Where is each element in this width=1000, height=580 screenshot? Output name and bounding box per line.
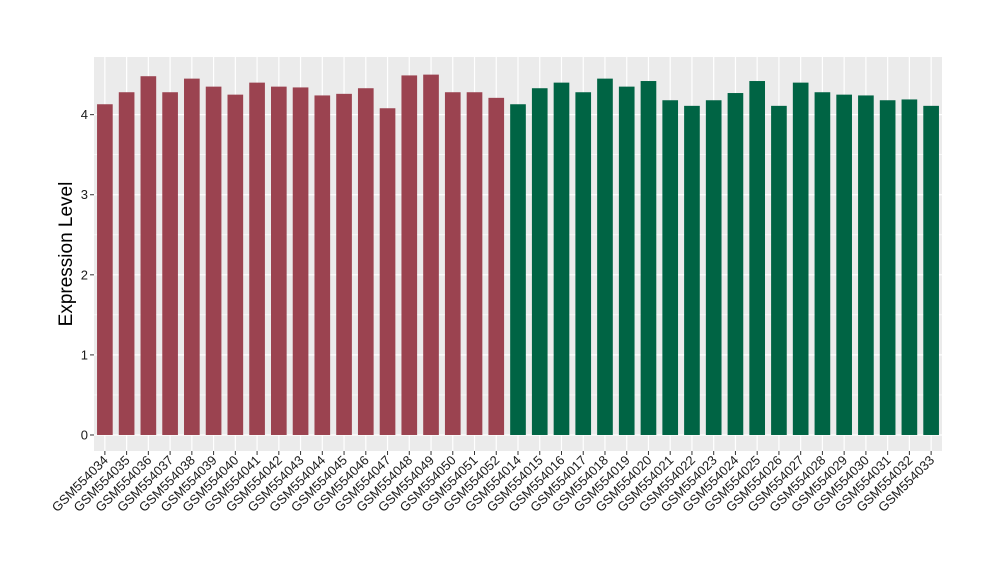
bar-GSM554024 [727, 93, 744, 435]
bar-GSM554047 [379, 108, 396, 435]
bar-GSM554035 [118, 92, 135, 435]
x-axis: GSM554034GSM554035GSM554036GSM554037GSM5… [49, 451, 937, 515]
y-tick-label: 2 [81, 267, 88, 282]
bar-GSM554028 [814, 92, 831, 435]
bar-GSM554021 [662, 100, 679, 435]
bar-GSM554020 [640, 81, 657, 435]
bar-GSM554025 [749, 81, 766, 435]
bar-GSM554048 [401, 75, 418, 435]
bar-GSM554043 [292, 87, 309, 435]
bar-GSM554019 [618, 86, 635, 435]
bar-GSM554023 [705, 100, 722, 435]
y-tick-label: 4 [81, 107, 88, 122]
y-tick-label: 0 [81, 427, 88, 442]
bar-GSM554049 [423, 74, 439, 435]
bar-GSM554033 [923, 105, 939, 435]
bar-GSM554026 [771, 105, 787, 435]
bar-GSM554038 [184, 78, 200, 435]
bar-GSM554032 [901, 99, 918, 435]
bar-GSM554029 [836, 94, 852, 435]
bar-GSM554030 [858, 95, 874, 435]
bar-GSM554034 [97, 104, 113, 435]
bar-GSM554027 [792, 82, 809, 435]
y-axis-title: Expression Level [56, 182, 77, 327]
bar-GSM554022 [684, 105, 700, 435]
bar-GSM554040 [227, 94, 244, 435]
y-axis: 0 1 2 3 4 [81, 107, 94, 442]
bar-GSM554039 [205, 86, 222, 435]
bar-GSM554015 [531, 88, 548, 435]
bar-GSM554037 [162, 92, 178, 435]
bar-GSM554050 [444, 92, 461, 435]
bar-GSM554018 [597, 78, 613, 435]
bar-GSM554036 [140, 76, 157, 435]
bar-GSM554041 [249, 82, 265, 435]
bars [97, 74, 939, 435]
bar-GSM554017 [575, 92, 592, 435]
bar-GSM554045 [336, 93, 352, 435]
bar-GSM554046 [357, 88, 374, 435]
y-tick-label: 1 [81, 347, 88, 362]
bar-GSM554044 [314, 95, 331, 435]
bar-GSM554014 [510, 104, 526, 435]
bar-GSM554016 [553, 82, 570, 435]
bar-GSM554051 [466, 92, 483, 435]
bar-GSM554042 [270, 86, 287, 435]
bar-GSM554031 [879, 100, 896, 435]
y-tick-label: 3 [81, 187, 88, 202]
bar-GSM554052 [488, 97, 505, 435]
